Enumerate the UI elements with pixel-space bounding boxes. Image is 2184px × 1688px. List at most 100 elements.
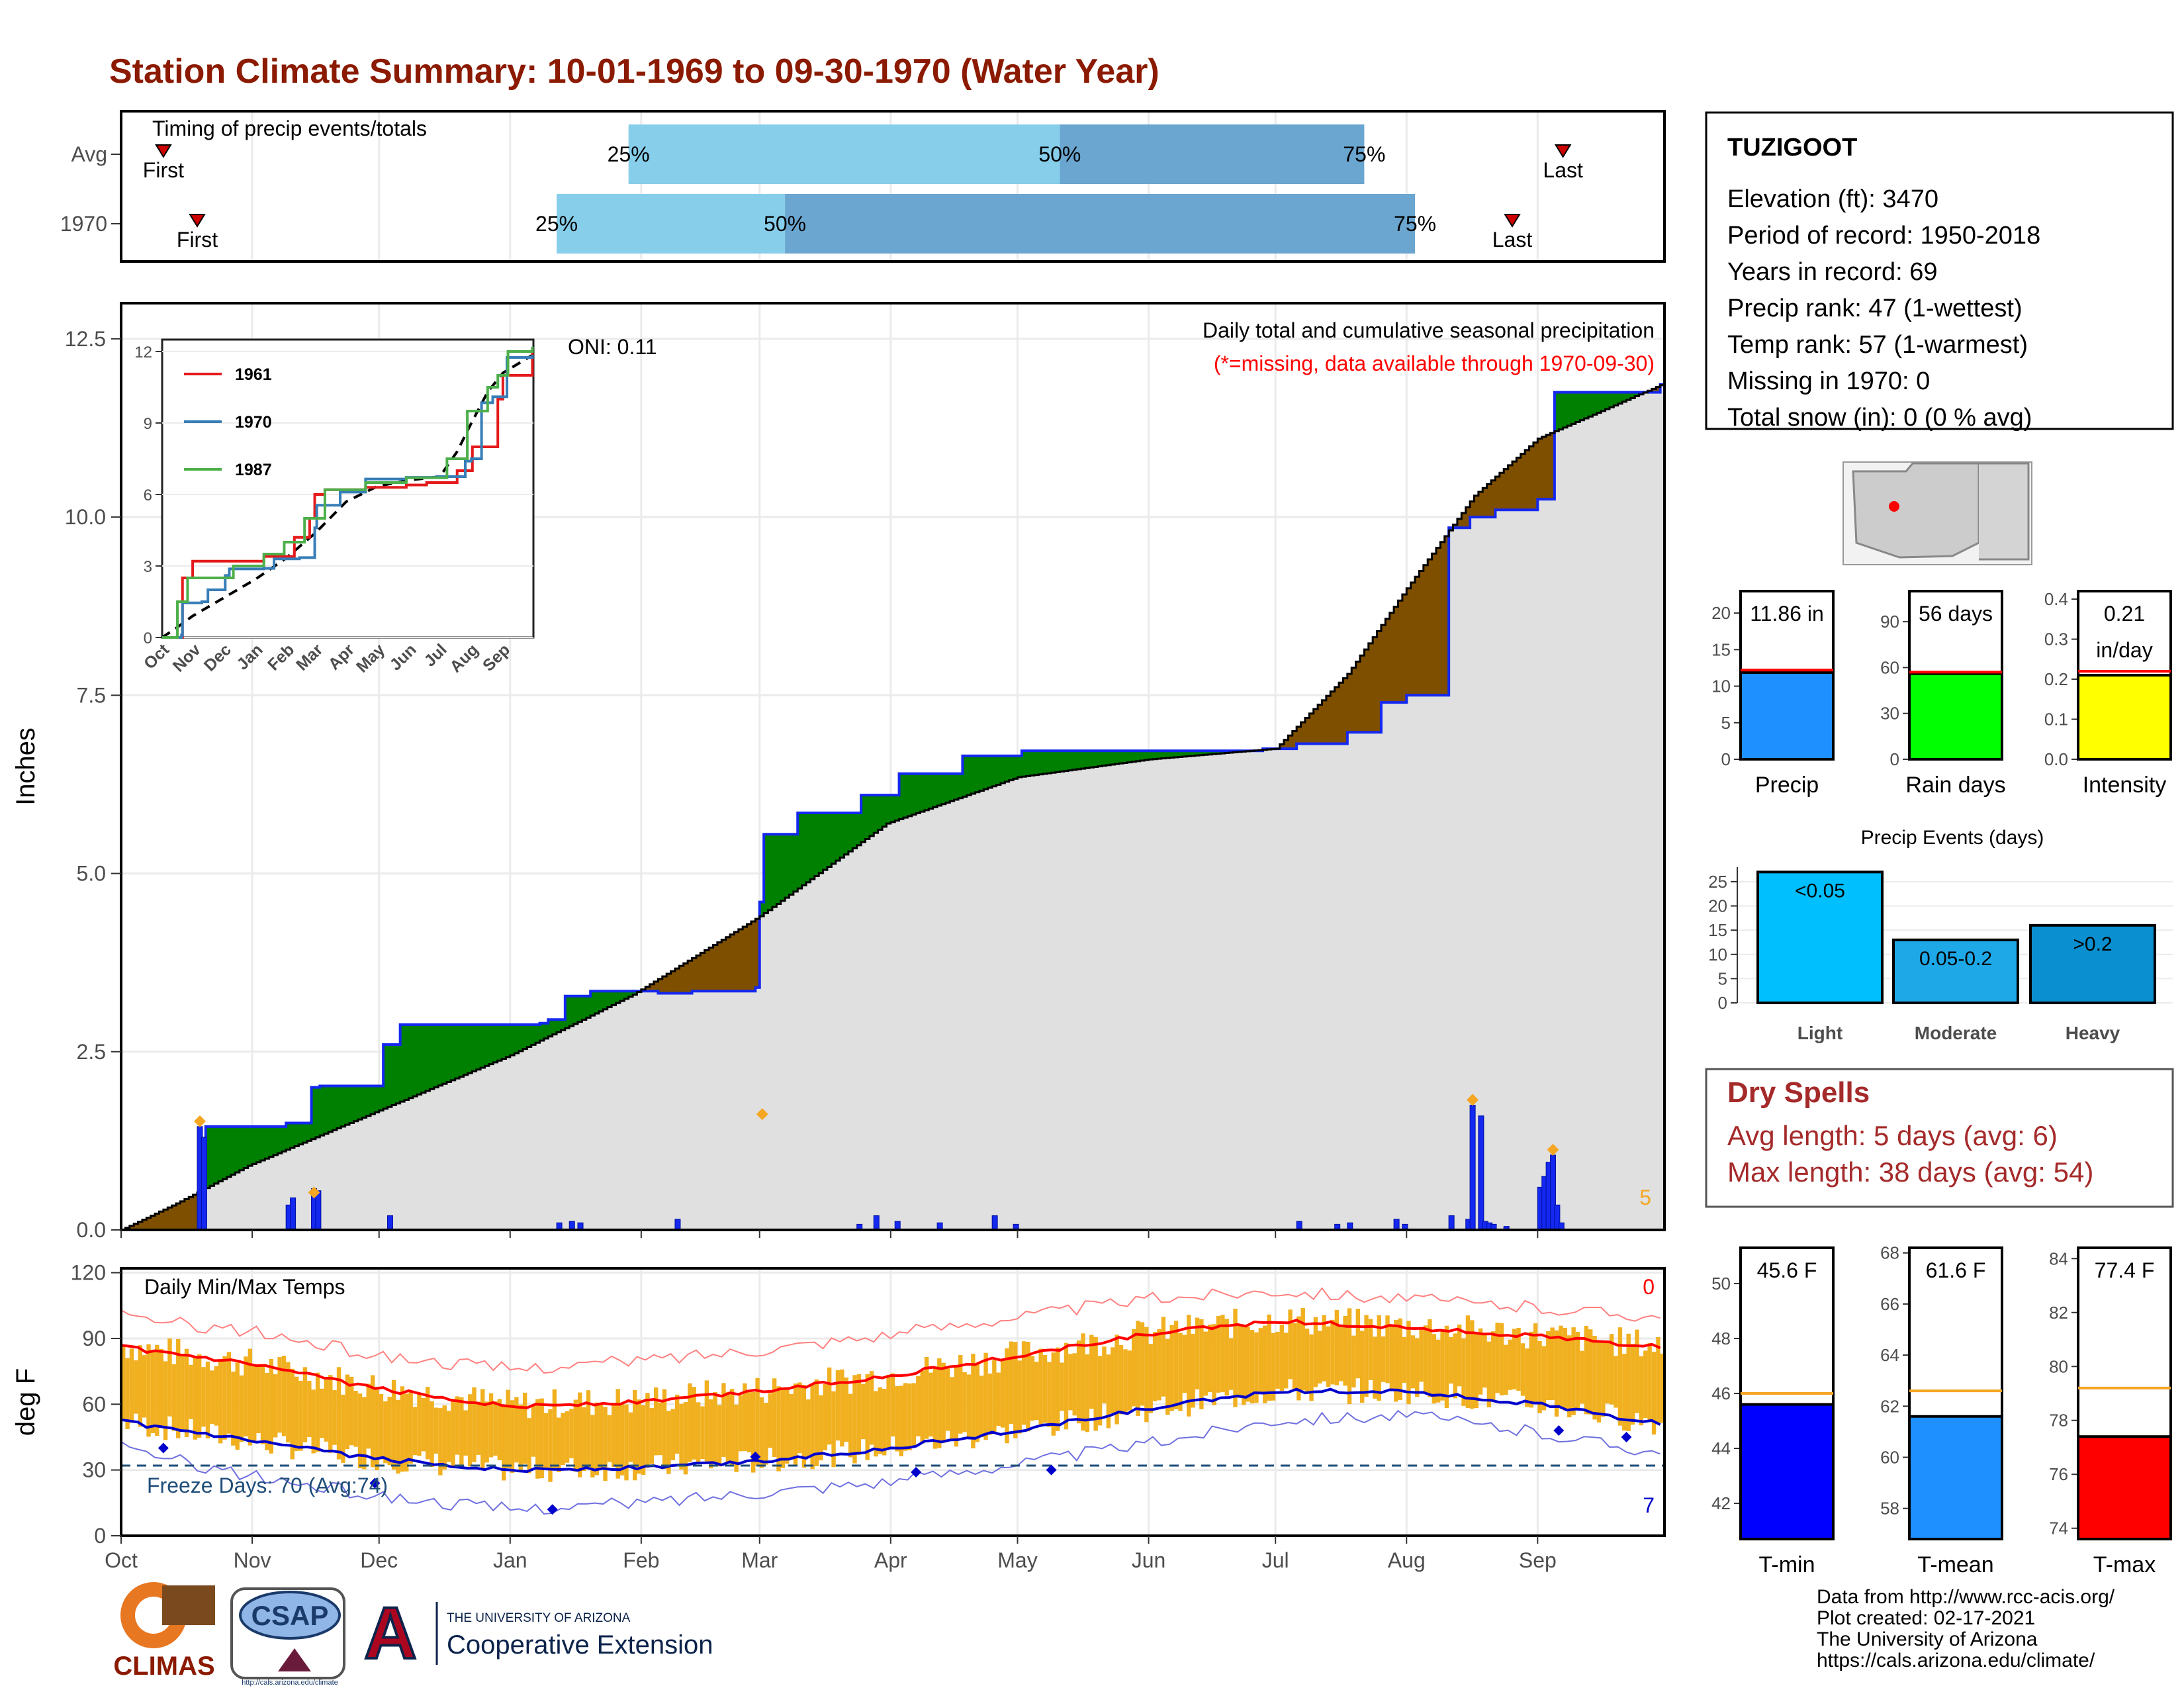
month-label: Jul — [1262, 1548, 1289, 1572]
daily-temp-range-bar — [962, 1372, 967, 1432]
daily-temp-range-bar — [569, 1409, 574, 1458]
daily-temp-range-bar — [455, 1396, 460, 1455]
daily-temp-range-bar — [670, 1409, 675, 1460]
daily-temp-range-bar — [1161, 1317, 1166, 1397]
daily-temp-range-bar — [1064, 1342, 1069, 1430]
daily-temp-range-bar — [1275, 1331, 1280, 1389]
daily-temp-range-bar — [1212, 1324, 1216, 1405]
quartile-50-label: 50% — [764, 212, 806, 236]
dry-spells-title: Dry Spells — [1727, 1076, 1870, 1109]
wetter-than-avg-band — [1148, 751, 1154, 760]
daily-temp-range-bar — [1263, 1325, 1267, 1403]
month-label: Mar — [741, 1548, 778, 1572]
wetter-than-avg-band — [328, 1086, 334, 1132]
daily-temp-range-bar — [1106, 1354, 1111, 1429]
wetter-than-avg-band — [531, 1024, 536, 1045]
daily-temp-range-bar — [1118, 1344, 1124, 1415]
daily-temp-range-bar — [1617, 1327, 1623, 1426]
drier-than-avg-band — [1520, 453, 1525, 510]
daily-precip-bar — [1478, 1115, 1484, 1231]
wetter-than-avg-band — [320, 1086, 325, 1136]
daily-temp-range-bar — [430, 1401, 434, 1468]
daily-temp-range-bar — [764, 1403, 768, 1465]
daily-temp-range-bar — [776, 1386, 781, 1472]
inset-y-tick-label: 12 — [134, 344, 152, 361]
daily-temp-range-bar — [1258, 1328, 1263, 1394]
drier-than-avg-band — [713, 945, 718, 992]
new-mexico-map-shape — [1979, 462, 2030, 561]
precip-stat-0-tick-label: 15 — [1711, 639, 1731, 659]
precip-event-category: Moderate — [1915, 1023, 1997, 1043]
precip-events-tick-label: 15 — [1708, 920, 1727, 940]
wetter-than-avg-band — [624, 991, 629, 999]
wetter-than-avg-band — [400, 1024, 405, 1102]
daily-temp-range-bar — [1182, 1335, 1187, 1393]
temp-stat-1-value-text: 61.6 F — [1926, 1258, 1986, 1282]
drier-than-avg-band — [1410, 583, 1416, 696]
wetter-than-avg-band — [823, 813, 828, 870]
drier-than-avg-band — [1444, 536, 1449, 696]
daily-temp-range-bar — [189, 1364, 193, 1419]
daily-temp-range-bar — [823, 1384, 827, 1451]
wetter-than-avg-band — [594, 991, 600, 1014]
daily-temp-range-bar — [302, 1367, 308, 1442]
daily-temp-range-bar — [1250, 1330, 1255, 1404]
observed-cumulative-line — [121, 383, 1664, 1231]
wetter-than-avg-band — [557, 1019, 562, 1033]
drier-than-avg-band — [1279, 744, 1285, 749]
daily-temp-range-bar — [514, 1397, 519, 1463]
daily-temp-range-bar — [375, 1386, 379, 1471]
wetter-than-avg-band — [886, 795, 891, 824]
wetter-than-avg-band — [269, 1126, 274, 1157]
wetter-than-avg-band — [510, 1024, 515, 1056]
drier-than-avg-band — [704, 950, 709, 992]
daily-temp-range-bar — [586, 1390, 591, 1468]
wetter-than-avg-band — [1203, 751, 1208, 755]
wetter-than-avg-band — [1157, 751, 1162, 759]
station-info-line: Temp rank: 57 (1-warmest) — [1727, 331, 2028, 359]
daily-temp-range-bar — [281, 1356, 287, 1436]
daily-temp-range-bar — [734, 1404, 739, 1472]
wetter-than-avg-band — [446, 1024, 451, 1082]
drier-than-avg-band — [1478, 492, 1483, 518]
daily-temp-range-bar — [1187, 1315, 1191, 1417]
temp-y-tick-label: 60 — [82, 1392, 106, 1416]
wetter-than-avg-band — [890, 795, 895, 822]
daily-temp-range-bar — [286, 1362, 291, 1443]
daily-temp-range-bar — [1377, 1315, 1381, 1401]
daily-temp-range-bar — [1453, 1333, 1457, 1399]
daily-temp-range-bar — [1292, 1323, 1297, 1391]
wetter-than-avg-band — [835, 813, 841, 861]
daily-temp-range-bar — [612, 1403, 616, 1467]
drier-than-avg-band — [1377, 631, 1382, 733]
drier-than-avg-band — [1457, 518, 1462, 528]
daily-temp-range-bar — [341, 1394, 345, 1463]
drier-than-avg-band — [1288, 735, 1293, 749]
wetter-than-avg-band — [210, 1126, 215, 1186]
temp-stat-2-tick-label: 84 — [2049, 1248, 2068, 1268]
wetter-than-avg-band — [421, 1024, 426, 1093]
daily-temp-range-bar — [522, 1392, 527, 1464]
daily-temp-range-bar — [184, 1348, 189, 1437]
daily-temp-range-bar — [709, 1399, 713, 1469]
drier-than-avg-band — [1334, 686, 1340, 744]
daily-temp-range-bar — [197, 1354, 202, 1438]
wetter-than-avg-band — [353, 1086, 359, 1121]
record-low-marker — [911, 1466, 922, 1477]
drier-than-avg-band — [696, 955, 701, 992]
daily-max-marker — [1547, 1143, 1559, 1156]
daily-temp-range-bar — [1470, 1320, 1475, 1409]
wetter-than-avg-band — [856, 813, 862, 845]
wetter-than-avg-band — [404, 1024, 410, 1100]
wetter-than-avg-band — [391, 1045, 396, 1105]
wetter-than-avg-band — [950, 773, 955, 802]
drier-than-avg-band — [751, 921, 756, 992]
temp-y-tick-label: 90 — [82, 1327, 106, 1350]
daily-temp-range-bar — [1373, 1336, 1377, 1399]
temp-stat-1-tick-label: 62 — [1880, 1396, 1899, 1416]
daily-temp-range-bar — [924, 1356, 929, 1439]
csap-url: http://cals.arizona.edu/climate — [242, 1679, 338, 1687]
daily-temp-range-bar — [1334, 1309, 1340, 1385]
daily-max-marker — [756, 1108, 768, 1121]
daily-temp-range-bar — [840, 1369, 844, 1447]
